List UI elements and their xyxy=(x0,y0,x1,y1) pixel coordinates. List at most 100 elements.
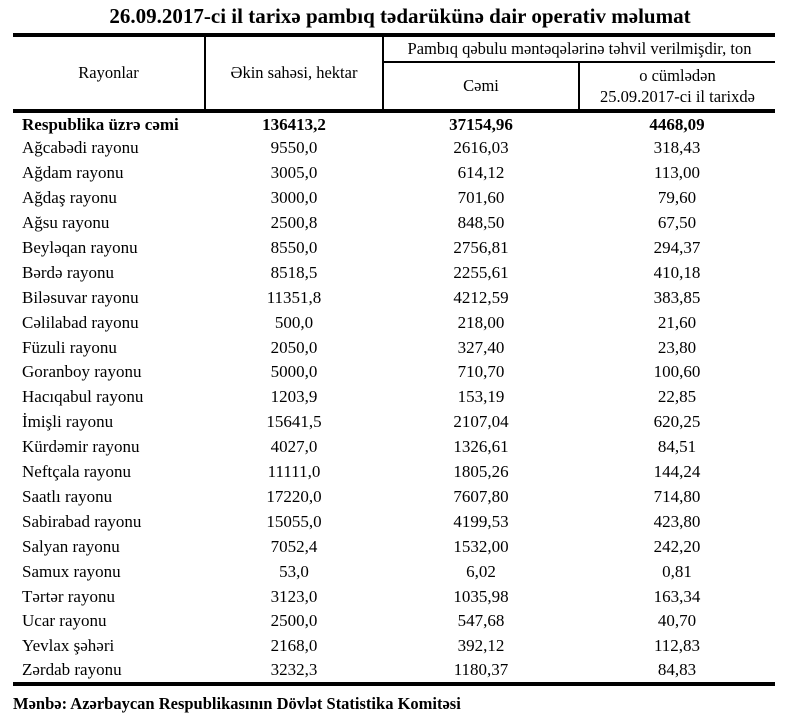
area-value: 500,0 xyxy=(274,312,314,332)
daily-value: 23,80 xyxy=(657,337,697,357)
region-name: Samux rayonu xyxy=(22,561,121,581)
region-name: Bərdə rayonu xyxy=(22,262,115,282)
area-value: 4027,0 xyxy=(270,437,318,457)
total-value: 327,40 xyxy=(457,337,505,357)
table-row: Ağdam rayonu 3005,0 614,12 113,00 xyxy=(13,161,775,186)
total-value: 6,02 xyxy=(466,561,496,581)
header-row-group: Rayonlar Əkin sahəsi, hektar Pambıq qəbu… xyxy=(13,35,775,112)
region-name: Cəlilabad rayonu xyxy=(22,312,139,332)
table-row: Tərtər rayonu 3123,0 1035,98 163,34 xyxy=(13,584,775,609)
daily-value: 21,60 xyxy=(657,312,697,332)
region-name: Neftçala rayonu xyxy=(22,462,132,482)
total-value: 710,70 xyxy=(457,362,505,382)
area-value: 2168,0 xyxy=(270,636,318,656)
daily-value: 318,43 xyxy=(653,138,701,158)
table-row: Goranboy rayonu 5000,0 710,70 100,60 xyxy=(13,360,775,385)
table-row: Ağdaş rayonu 3000,0 701,60 79,60 xyxy=(13,186,775,211)
daily-value: 113,00 xyxy=(653,163,701,183)
col-header-o-cumleden-line1: o cümlədən xyxy=(639,65,716,85)
col-header-cemi: Cəmi xyxy=(383,62,580,112)
table-row-total: Respublika üzrə cəmi 136413,2 37154,96 4468… xyxy=(13,111,775,136)
total-value: 1180,37 xyxy=(453,660,509,680)
region-name: Füzuli rayonu xyxy=(22,337,117,357)
area-value: 53,0 xyxy=(279,561,309,581)
table-row: Saatlı rayonu 17220,0 7607,80 714,80 xyxy=(13,485,775,510)
table-row: İmişli rayonu 15641,5 2107,04 620,25 xyxy=(13,410,775,435)
total-value: 153,19 xyxy=(457,387,505,407)
area-value: 3000,0 xyxy=(270,188,318,208)
area-value: 3005,0 xyxy=(270,163,318,183)
area-value: 136413,2 xyxy=(262,114,326,134)
region-name: Zərdab rayonu xyxy=(22,660,122,680)
region-name: Respublika üzrə cəmi xyxy=(22,114,179,134)
table-row: Ucar rayonu 2500,0 547,68 40,70 xyxy=(13,609,775,634)
table-row: Salyan rayonu 7052,4 1532,00 242,20 xyxy=(13,534,775,559)
region-name: Ucar rayonu xyxy=(22,611,107,631)
total-value: 1805,26 xyxy=(453,462,509,482)
daily-value: 620,25 xyxy=(653,412,701,432)
table-row: Sabirabad rayonu 15055,0 4199,53 423,80 xyxy=(13,509,775,534)
area-value: 11351,8 xyxy=(266,287,322,307)
table-row: Füzuli rayonu 2050,0 327,40 23,80 xyxy=(13,335,775,360)
daily-value: 0,81 xyxy=(662,561,692,581)
total-value: 4199,53 xyxy=(453,511,509,531)
page-title: 26.09.2017-ci il tarixə pambıq tədarükün… xyxy=(109,4,691,28)
header-row-sub: Cəmi o cümlədən 25.09.2017-ci il tarixdə xyxy=(13,62,775,112)
area-value: 1203,9 xyxy=(270,387,318,407)
area-value: 2500,0 xyxy=(270,611,318,631)
table-row: Biləsuvar rayonu 11351,8 4212,59 383,85 xyxy=(13,285,775,310)
region-name: Goranboy rayonu xyxy=(22,362,142,382)
table-row: Bərdə rayonu 8518,5 2255,61 410,18 xyxy=(13,260,775,285)
table-body: Respublika üzrə cəmi 136413,2 37154,96 4468… xyxy=(13,111,775,683)
total-value: 2616,03 xyxy=(453,138,509,158)
daily-value: 144,24 xyxy=(653,462,701,482)
daily-value: 79,60 xyxy=(657,188,697,208)
total-value: 1532,00 xyxy=(453,536,509,556)
region-name: Salyan rayonu xyxy=(22,536,120,556)
total-value: 2255,61 xyxy=(453,262,509,282)
region-name: Ağcabədi rayonu xyxy=(22,138,139,158)
total-value: 7607,80 xyxy=(453,486,509,506)
table-row: Yevlax şəhəri 2168,0 392,12 112,83 xyxy=(13,634,775,659)
total-value: 1326,61 xyxy=(453,437,509,457)
daily-value: 242,20 xyxy=(653,536,701,556)
total-value: 701,60 xyxy=(457,188,505,208)
table-row: Samux rayonu 53,0 6,02 0,81 xyxy=(13,559,775,584)
region-name: Saatlı rayonu xyxy=(22,486,113,506)
area-value: 2050,0 xyxy=(270,337,318,357)
source-note: Mənbə: Azərbaycan Respublikasının Dövlət… xyxy=(13,693,461,713)
table-row: Kürdəmir rayonu 4027,0 1326,61 84,51 xyxy=(13,435,775,460)
daily-value: 410,18 xyxy=(653,262,701,282)
area-value: 17220,0 xyxy=(266,486,322,506)
col-header-o-cumleden: o cümlədən 25.09.2017-ci il tarixdə xyxy=(579,62,775,111)
total-value: 392,12 xyxy=(457,636,505,656)
daily-value: 4468,09 xyxy=(649,114,705,134)
region-name: Kürdəmir rayonu xyxy=(22,437,140,457)
col-header-rayonlar: Rayonlar xyxy=(13,35,206,112)
area-value: 5000,0 xyxy=(270,362,318,382)
daily-value: 383,85 xyxy=(653,287,701,307)
table-row: Ağcabədi rayonu 9550,0 2616,03 318,43 xyxy=(13,136,775,161)
daily-value: 163,34 xyxy=(653,586,701,606)
region-name: Sabirabad rayonu xyxy=(22,511,142,531)
daily-value: 22,85 xyxy=(657,387,697,407)
area-value: 7052,4 xyxy=(270,536,318,556)
region-name: Ağdam rayonu xyxy=(22,163,124,183)
region-name: Yevlax şəhəri xyxy=(22,636,115,656)
col-group-header-tehvil: Pambıq qəbulu məntəqələrinə təhvil veril… xyxy=(383,35,775,64)
total-value: 37154,96 xyxy=(449,114,513,134)
area-value: 9550,0 xyxy=(270,138,318,158)
area-value: 11111,0 xyxy=(267,462,321,482)
total-value: 4212,59 xyxy=(453,287,509,307)
table-header: Rayonlar Əkin sahəsi, hektar Pambıq qəbu… xyxy=(13,35,775,112)
region-name: Tərtər rayonu xyxy=(22,586,115,606)
table-row: Hacıqabul rayonu 1203,9 153,19 22,85 xyxy=(13,385,775,410)
table-row: Beyləqan rayonu 8550,0 2756,81 294,37 xyxy=(13,236,775,261)
region-name: Ağsu rayonu xyxy=(22,213,110,233)
region-name: Biləsuvar rayonu xyxy=(22,287,139,307)
table-row: Zərdab rayonu 3232,3 1180,37 84,83 xyxy=(13,659,775,684)
area-value: 8550,0 xyxy=(270,238,318,258)
area-value: 3123,0 xyxy=(270,586,318,606)
table-row: Ağsu rayonu 2500,8 848,50 67,50 xyxy=(13,211,775,236)
